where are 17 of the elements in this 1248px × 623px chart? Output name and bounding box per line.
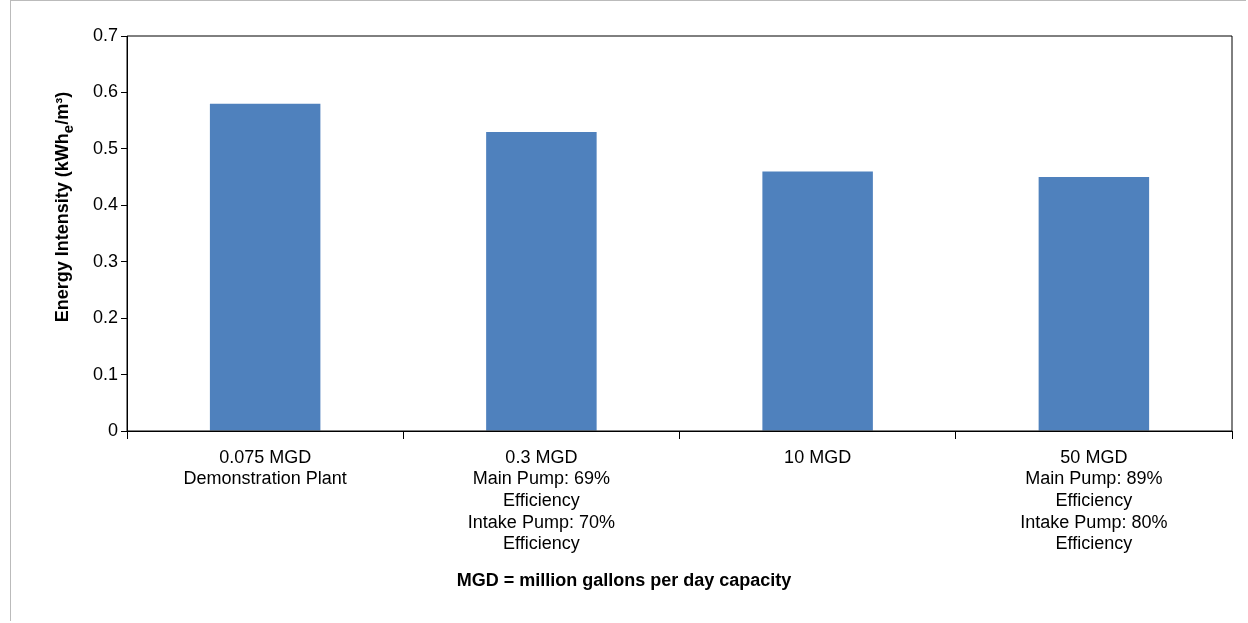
y-tick-label: 0.2: [92, 307, 119, 328]
bar: [486, 131, 597, 431]
y-tick-label: 0.5: [92, 137, 119, 158]
y-tick-label: 0.7: [92, 24, 119, 45]
x-axis-title: MGD = million gallons per day capacity: [455, 570, 793, 591]
bar: [762, 171, 873, 431]
x-tick-label: 50 MGD Main Pump: 89% Efficiency Intake Pump: 80% Efficiency: [1020, 446, 1168, 554]
y-tick-label: 0.6: [92, 81, 119, 102]
bar: [1038, 177, 1150, 431]
x-tick-label: 10 MGD: [784, 446, 852, 467]
y-tick-label: 0.1: [92, 363, 119, 384]
x-tick-label: 0.3 MGD Main Pump: 69% Efficiency Intake Pump: 70% Efficiency: [467, 446, 615, 554]
x-tick-label: 0.075 MGD Demonstration Plant: [183, 446, 347, 489]
y-tick-label: 0.4: [92, 194, 119, 215]
y-tick-label: 0: [108, 419, 119, 440]
y-tick-label: 0.3: [92, 250, 119, 271]
bar: [209, 103, 321, 431]
